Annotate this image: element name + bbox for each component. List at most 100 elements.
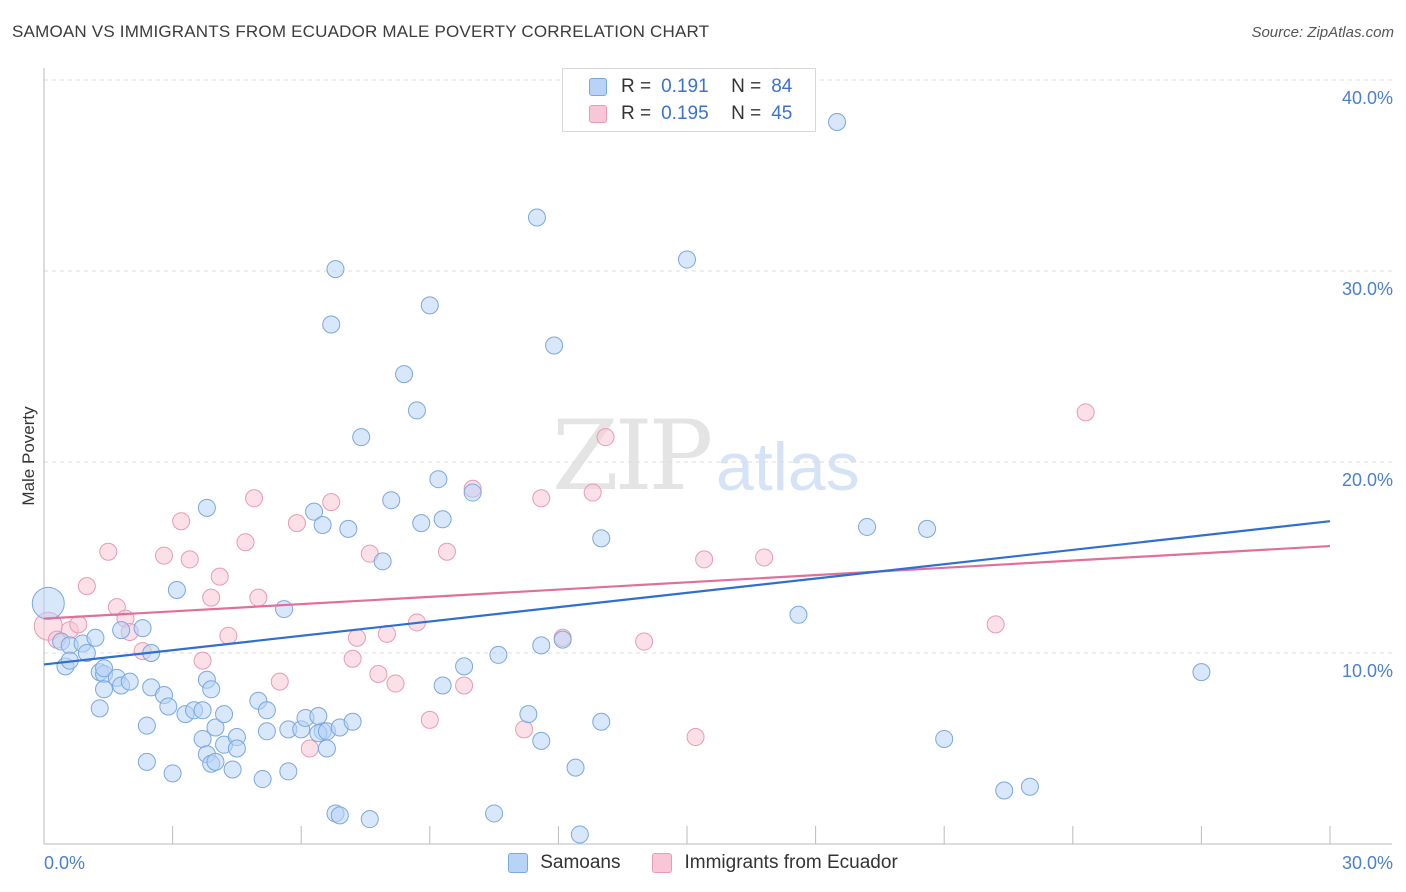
samoans-point <box>433 676 452 695</box>
samoans-point <box>918 519 937 538</box>
samoans-point <box>77 644 96 662</box>
legend-r-label: R = <box>621 76 652 97</box>
samoans-point <box>489 645 508 664</box>
legend-r-value: 0.195 <box>661 103 709 124</box>
ecuador-point <box>635 632 654 651</box>
legend-r-label: R = <box>621 103 652 124</box>
y-axis-title: Male Poverty <box>19 406 38 506</box>
ecuador-point <box>986 615 1005 634</box>
watermark-atlas: atlas <box>716 429 860 505</box>
samoans-point <box>527 208 546 227</box>
samoans-point <box>407 401 426 420</box>
samoans-point <box>343 712 362 731</box>
ecuador-point <box>99 542 118 561</box>
samoans-point <box>995 781 1014 800</box>
legend-item-ecuador[interactable]: Immigrants from Ecuador <box>652 852 898 874</box>
ecuador-point <box>270 672 289 691</box>
ecuador-point <box>249 588 268 607</box>
samoans-point <box>257 701 276 720</box>
samoans-point <box>789 605 808 624</box>
samoans-point <box>1192 663 1211 682</box>
ecuador-point <box>532 489 551 508</box>
samoans-point <box>227 739 246 758</box>
ecuador-point <box>69 615 88 634</box>
legend-item-samoans[interactable]: Samoans <box>508 852 620 874</box>
trend-line-samoans <box>43 520 1331 666</box>
ecuador-point <box>343 649 362 668</box>
y-tick-label: 10.0% <box>1342 661 1393 681</box>
legend-label-ecuador: Immigrants from Ecuador <box>684 852 898 873</box>
samoans-point <box>339 519 358 538</box>
x-tick-label: 0.0% <box>44 853 85 873</box>
legend-n-value: 45 <box>771 103 793 124</box>
watermark-zip: ZIP <box>552 400 713 512</box>
legend-swatch-samoans <box>589 78 607 96</box>
ecuador-point <box>193 651 212 670</box>
samoans-point <box>935 729 954 748</box>
samoans-point <box>223 760 242 779</box>
samoans-point <box>433 510 452 529</box>
samoans-point <box>112 621 131 640</box>
samoans-point <box>86 628 105 647</box>
trend-lines <box>43 520 1331 666</box>
ecuador-point <box>180 550 199 569</box>
ecuador-point <box>420 710 439 729</box>
ecuador-point <box>596 428 615 447</box>
ecuador-point <box>347 628 366 647</box>
chart-title: SAMOAN VS IMMIGRANTS FROM ECUADOR MALE P… <box>12 22 710 41</box>
ecuador-point <box>77 577 96 596</box>
samoans-point <box>455 657 474 676</box>
ecuador-point <box>1076 403 1095 422</box>
samoans-point <box>360 810 379 829</box>
ecuador-point <box>155 546 174 565</box>
ecuador-point <box>287 514 306 533</box>
stats-legend: R = 0.191 N = 84 R = 0.195 N = 45 <box>562 68 816 132</box>
tick-labels: 10.0% 20.0% 30.0% 40.0% 0.0% 30.0% <box>44 88 1393 873</box>
legend-r-value: 0.191 <box>661 76 709 97</box>
samoans-point <box>519 705 538 724</box>
source-label: Source: ZipAtlas.com <box>1251 24 1394 41</box>
samoans-point <box>159 697 178 716</box>
samoans-point <box>309 707 328 726</box>
samoans-point <box>120 672 139 691</box>
legend-row-samoans: R = 0.191 N = 84 <box>589 75 792 99</box>
series-legend: Samoans Immigrants from Ecuador <box>0 852 1406 874</box>
samoans-point <box>412 514 431 533</box>
grid-lines <box>44 79 1392 654</box>
samoans-point <box>429 470 448 489</box>
samoans-point <box>485 804 504 823</box>
samoans-point <box>215 705 234 724</box>
samoans-point <box>31 586 65 620</box>
samoans-point <box>193 701 212 720</box>
samoans-point <box>532 731 551 750</box>
legend-n-value: 84 <box>771 76 793 97</box>
samoans-point <box>90 699 109 718</box>
y-tick-label: 30.0% <box>1342 279 1393 299</box>
samoans-point <box>553 630 572 649</box>
samoans-point <box>395 365 414 384</box>
samoans-point <box>202 680 221 699</box>
samoans-point <box>137 752 156 771</box>
trend-line-ecuador <box>43 544 1331 620</box>
series-samoans-points <box>31 113 1211 844</box>
samoans-point <box>253 770 272 789</box>
y-tick-label: 20.0% <box>1342 470 1393 490</box>
samoans-point <box>197 498 216 517</box>
samoans-point <box>570 825 589 844</box>
samoans-point <box>317 739 336 758</box>
samoans-point <box>167 580 186 599</box>
ecuador-point <box>515 720 534 739</box>
ecuador-point <box>202 588 221 607</box>
axes <box>43 68 1392 845</box>
samoans-point <box>206 718 225 737</box>
y-tick-label: 40.0% <box>1342 88 1393 108</box>
samoans-point <box>275 600 294 619</box>
ecuador-point <box>455 676 474 695</box>
samoans-point <box>828 113 847 132</box>
samoans-point <box>592 529 611 548</box>
samoans-point <box>305 502 324 521</box>
ecuador-point <box>583 483 602 502</box>
x-tick-label: 30.0% <box>1342 853 1393 873</box>
samoans-point <box>592 712 611 731</box>
